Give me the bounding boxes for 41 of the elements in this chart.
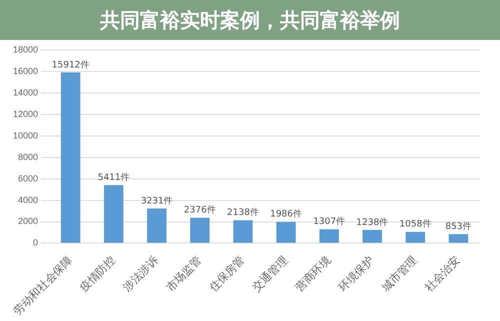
bar <box>448 234 468 243</box>
bar <box>233 220 253 243</box>
bar <box>147 208 166 243</box>
y-tick-label: 6000 <box>18 173 38 184</box>
x-tick-label: 环境保护 <box>336 254 376 294</box>
y-tick-label: 4000 <box>18 194 38 205</box>
y-tick-label: 12000 <box>12 108 38 119</box>
data-label: 1058件 <box>399 218 432 230</box>
y-tick-label: 0 <box>33 238 38 248</box>
x-tick-label: 疫情防控 <box>78 254 118 294</box>
x-tick-label: 涉法涉诉 <box>120 254 161 294</box>
y-tick-label: 18000 <box>12 44 38 54</box>
chart-title: 共同富裕实时案例，共同富裕举例 <box>0 0 500 40</box>
data-label: 1238件 <box>356 216 388 228</box>
x-tick-label: 交通管理 <box>250 254 290 294</box>
y-tick-label: 2000 <box>18 216 38 226</box>
bar <box>60 72 80 243</box>
x-tick-label: 住保房管 <box>206 254 248 294</box>
x-tick-label: 劳动和社会保障 <box>11 254 75 318</box>
data-label: 1307件 <box>313 216 346 228</box>
data-label: 5411件 <box>98 172 130 183</box>
x-tick-label: 社会治安 <box>422 254 463 294</box>
y-tick-label: 8000 <box>18 152 38 162</box>
y-tick-label: 14000 <box>12 87 38 98</box>
y-tick-label: 16000 <box>12 66 38 76</box>
bar <box>276 222 296 243</box>
bar <box>190 218 210 243</box>
bar <box>362 230 382 243</box>
data-label: 3231件 <box>140 195 173 206</box>
bar <box>406 232 426 243</box>
data-label: 853件 <box>445 220 472 232</box>
bar <box>319 229 339 243</box>
data-label: 1986件 <box>270 208 302 220</box>
bar <box>104 185 124 243</box>
data-label: 2138件 <box>227 207 259 218</box>
data-label: 2376件 <box>184 204 216 216</box>
x-tick-label: 营商环境 <box>292 254 334 294</box>
y-tick-label: 10000 <box>12 130 38 140</box>
data-label: 15912件 <box>52 59 90 70</box>
x-tick-label: 市场监管 <box>164 254 204 294</box>
x-tick-label: 城市管理 <box>378 254 420 295</box>
